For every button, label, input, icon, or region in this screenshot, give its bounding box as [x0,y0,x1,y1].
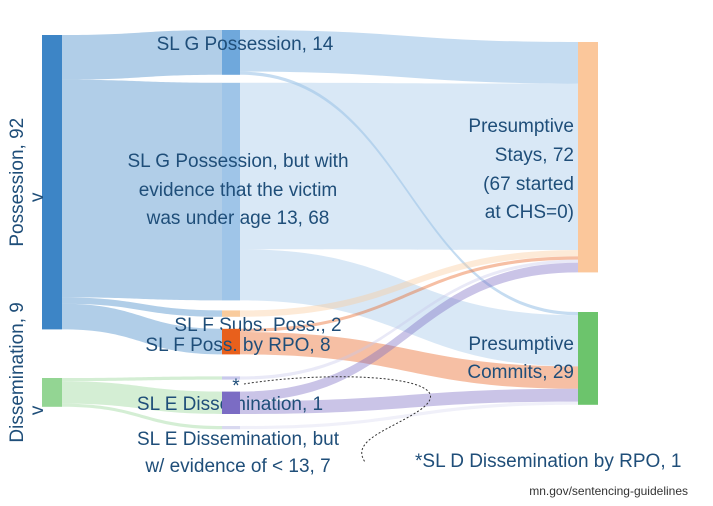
node-label: Commits, 29 [467,362,574,383]
node-label: SL G Possession, 14 [157,34,334,55]
link [62,79,222,301]
node-label: at CHS=0) [485,202,574,223]
link [240,250,578,317]
link [240,249,578,367]
link [62,381,222,414]
link [62,376,222,382]
link [240,332,578,389]
node-sublabel: v [27,405,48,415]
link [240,259,578,380]
link [240,401,578,430]
node [578,42,598,273]
annotation: * [232,376,240,397]
links [62,30,578,430]
node-sublabel: v [27,192,48,202]
node [42,35,62,330]
node [222,310,240,317]
node-label: was under age 13, 68 [146,208,330,229]
node-label: *SL D Dissemination by RPO, 1 [415,451,681,472]
node-label: SL F Subs. Poss., 2 [174,315,341,336]
node-label: SL F Poss. by RPO, 8 [145,335,330,356]
link [62,303,222,355]
link [240,256,578,332]
annotation-connector [243,376,431,463]
link [240,30,578,84]
link [62,403,222,430]
node [222,30,240,75]
source-note: mn.gov/sentencing-guidelines [529,484,688,498]
link [240,71,578,316]
node-label: Possession, 92 [7,118,28,247]
node [222,376,240,380]
node-label: evidence that the victim [139,180,338,201]
node [578,312,598,405]
node-label: (67 started [483,174,574,195]
node [222,426,240,430]
node-label: Stays, 72 [495,145,574,166]
node-label: Dissemination, 9 [7,302,28,442]
node [222,82,240,301]
link [240,388,578,414]
node-label: Presumptive [468,116,574,137]
link [240,262,578,402]
node [222,328,240,355]
link [240,82,578,250]
node-label: w/ evidence of < 13, 7 [144,456,330,477]
link [62,297,222,317]
node-label: SL E Dissemination, but [137,429,340,450]
node [42,378,62,407]
node [222,391,240,414]
node-label: SL G Possession, but with [127,151,348,172]
node-label: Presumptive [468,334,574,355]
link [62,30,222,80]
